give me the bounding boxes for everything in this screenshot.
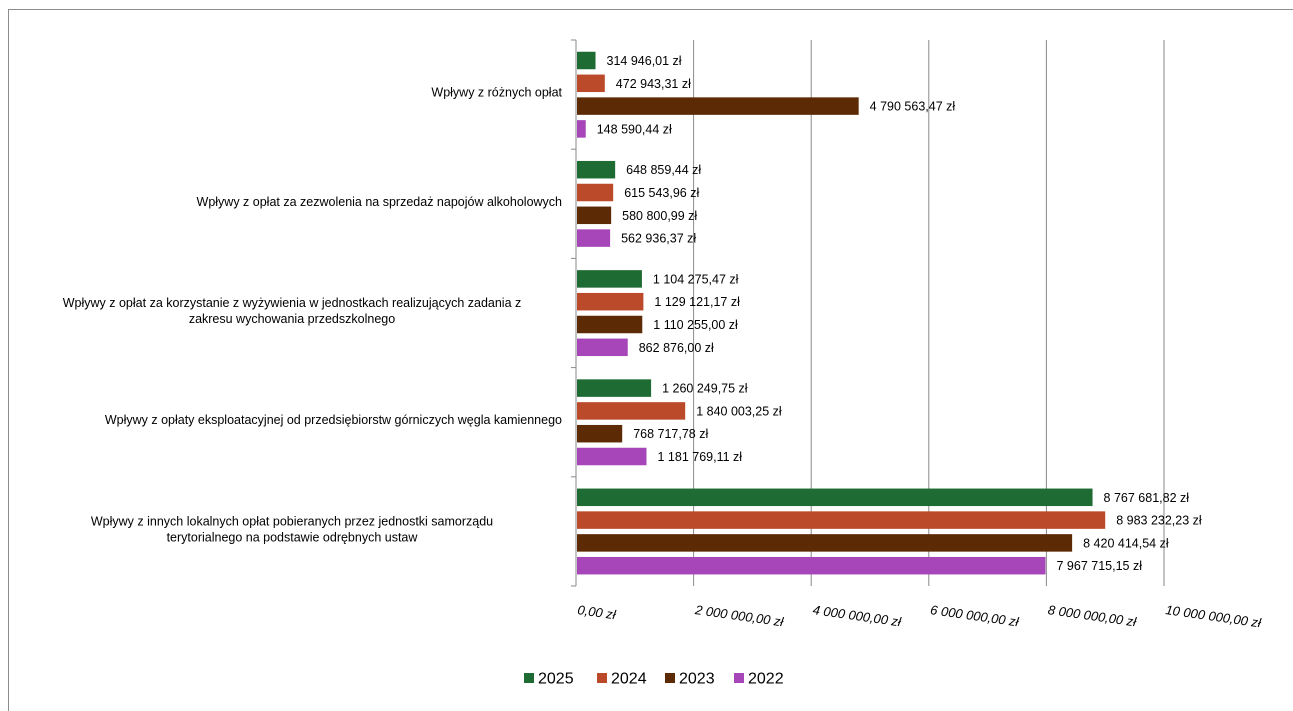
data-label: 615 543,96 zł — [624, 186, 699, 200]
bar-2025 — [577, 160, 616, 179]
x-tick-label: 2 000 000,00 zł — [693, 602, 785, 630]
labels: 314 946,01 zł 472 943,31 zł 4 790 563,47 z… — [63, 54, 1263, 631]
category-label: terytorialnego na podstawie odrębnych us… — [167, 530, 419, 544]
data-label: 768 717,78 zł — [633, 427, 708, 441]
data-label: 1 840 003,25 zł — [696, 404, 782, 418]
x-tick-label: 4 000 000,00 zł — [812, 602, 903, 629]
category-label: zakresu wychowania przedszkolnego — [189, 312, 395, 326]
x-tick-label: 10 000 000,00 zł — [1165, 602, 1263, 630]
x-tick-label: 0,00 zł — [577, 602, 618, 622]
bar-2023 — [577, 424, 623, 443]
data-label: 8 767 681,82 zł — [1104, 491, 1190, 505]
data-label: 862 876,00 zł — [639, 341, 714, 355]
legend-swatch-2023 — [665, 673, 675, 683]
legend: 2025 2024 2023 2022 — [524, 671, 784, 688]
category-label: Wpływy z opłat za zezwolenia na sprzedaż… — [197, 195, 563, 209]
data-label: 7 967 715,15 zł — [1057, 559, 1143, 573]
bar-2023 — [577, 97, 859, 115]
data-label: 148 590,44 zł — [597, 122, 672, 136]
bar-2022 — [577, 556, 1046, 575]
data-label: 472 943,31 zł — [616, 77, 691, 91]
legend-label-2024: 2024 — [611, 671, 647, 688]
data-label: 4 790 563,47 zł — [870, 100, 956, 114]
bar-2023 — [577, 206, 612, 225]
data-label: 1 260 249,75 zł — [662, 382, 748, 396]
legend-swatch-2022 — [734, 673, 744, 683]
bar-2024 — [577, 183, 614, 202]
category-label: Wpływy z opłat za korzystanie z wyżywien… — [63, 296, 522, 310]
data-label: 314 946,01 zł — [607, 54, 682, 68]
bar-2023 — [577, 315, 643, 334]
category-label: Wpływy z różnych opłat — [431, 86, 562, 100]
bar-2022 — [577, 229, 611, 247]
bar-2024 — [577, 292, 644, 311]
category-label: Wpływy z innych lokalnych opłat pobieran… — [91, 514, 493, 528]
bars — [577, 51, 1106, 575]
bar-2022 — [577, 447, 647, 466]
data-label: 1 104 275,47 zł — [653, 272, 739, 286]
data-label: 648 859,44 zł — [626, 163, 701, 177]
bar-2025 — [577, 270, 642, 288]
data-label: 562 936,37 zł — [621, 232, 696, 246]
x-tick-label: 8 000 000,00 zł — [1047, 602, 1138, 629]
bar-2024 — [577, 402, 686, 420]
bar-2025 — [577, 488, 1093, 507]
category-label: Wpływy z opłaty eksploatacyjnej od przed… — [105, 413, 562, 427]
bar-2023 — [577, 534, 1073, 552]
bar-2022 — [577, 120, 586, 138]
legend-label-2025: 2025 — [538, 671, 574, 688]
legend-swatch-2025 — [524, 673, 534, 683]
data-label: 1 129 121,17 zł — [654, 295, 740, 309]
bar-2025 — [577, 379, 652, 397]
bar-2024 — [577, 74, 605, 93]
legend-label-2023: 2023 — [679, 671, 715, 688]
legend-label-2022: 2022 — [748, 671, 784, 688]
axes — [571, 39, 577, 587]
data-label: 580 800,99 zł — [622, 209, 697, 223]
legend-swatch-2024 — [597, 673, 607, 683]
bar-2022 — [577, 338, 628, 357]
x-tick-label: 6 000 000,00 zł — [929, 602, 1020, 629]
data-label: 8 983 232,23 zł — [1116, 514, 1202, 528]
bar-2025 — [577, 51, 596, 70]
data-label: 8 420 414,54 zł — [1083, 536, 1169, 550]
data-label: 1 181 769,11 zł — [657, 450, 742, 464]
bar-2024 — [577, 511, 1106, 529]
data-label: 1 110 255,00 zł — [653, 318, 738, 332]
chart-frame — [8, 9, 1293, 711]
